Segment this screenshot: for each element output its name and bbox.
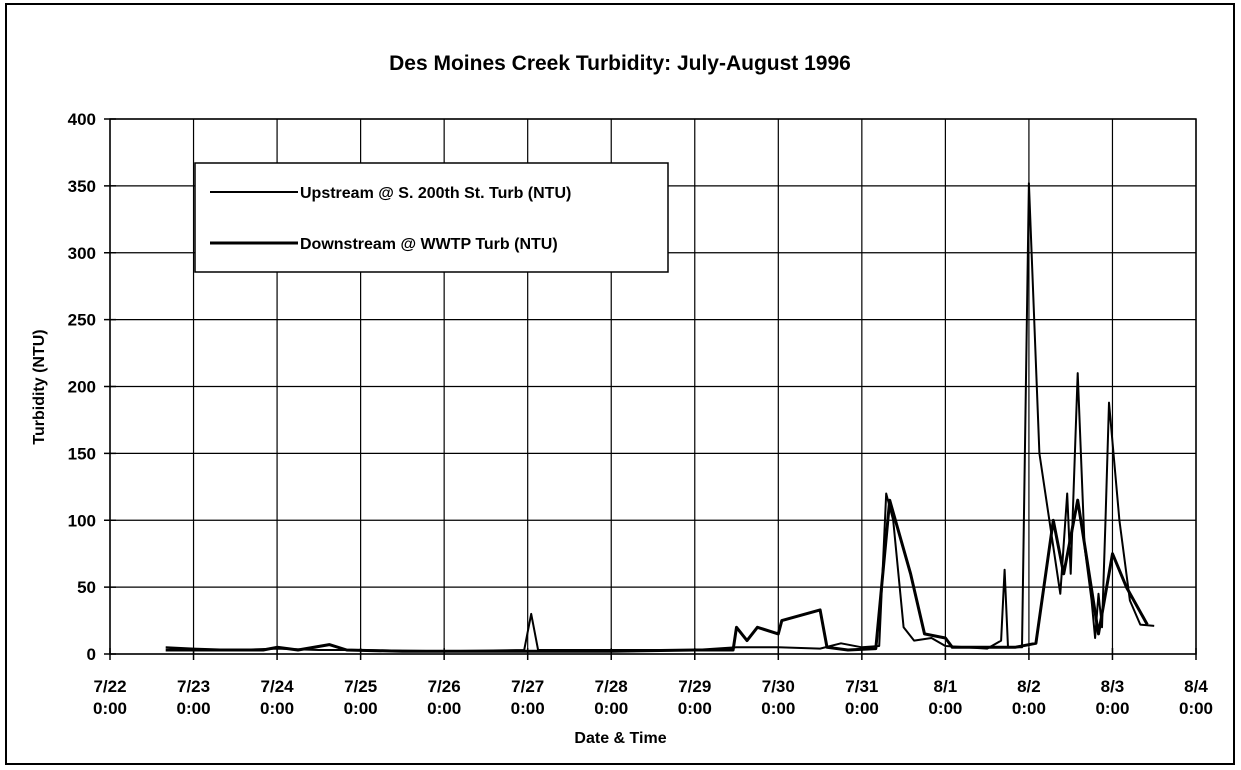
x-tick-label: 7/31 0:00 [844, 677, 879, 718]
y-axis-label: Turbidity (NTU) [31, 329, 48, 444]
y-tick-label: 100 [68, 511, 96, 530]
x-tick-label: 7/26 0:00 [427, 677, 462, 718]
legend-label: Downstream @ WWTP Turb (NTU) [300, 236, 558, 253]
legend-label: Upstream @ S. 200th St. Turb (NTU) [300, 185, 571, 202]
y-tick-label: 350 [68, 177, 96, 196]
legend-box [194, 162, 669, 273]
x-tick-label: 7/24 0:00 [260, 677, 295, 718]
x-tick-label: 8/2 0:00 [1011, 677, 1046, 718]
x-tick-label: 7/22 0:00 [92, 677, 128, 718]
x-tick-label: 7/27 0:00 [510, 677, 545, 718]
x-tick-label: 7/29 0:00 [677, 677, 712, 718]
x-tick-label: 7/23 0:00 [176, 677, 211, 718]
data-line [165, 498, 1149, 653]
y-tick-label: 300 [68, 244, 96, 263]
chart-title: Des Moines Creek Turbidity: July-August … [389, 52, 851, 75]
x-axis-label: Date & Time [574, 730, 667, 747]
y-tick-label: 150 [68, 444, 96, 463]
x-tick-label: 7/30 0:00 [761, 677, 796, 718]
y-tick-label: 200 [68, 378, 96, 397]
x-tick-label: 8/4 0:00 [1178, 677, 1214, 718]
y-tick-label: 50 [77, 578, 96, 597]
x-tick-label: 7/25 0:00 [343, 677, 378, 718]
x-tick-label: 8/3 0:00 [1095, 677, 1130, 718]
y-tick-label: 0 [87, 645, 96, 664]
x-tick-label: 8/1 0:00 [928, 677, 963, 718]
y-tick-label: 400 [68, 110, 96, 129]
y-tick-label: 250 [68, 311, 96, 330]
x-tick-label: 7/28 0:00 [594, 677, 629, 718]
